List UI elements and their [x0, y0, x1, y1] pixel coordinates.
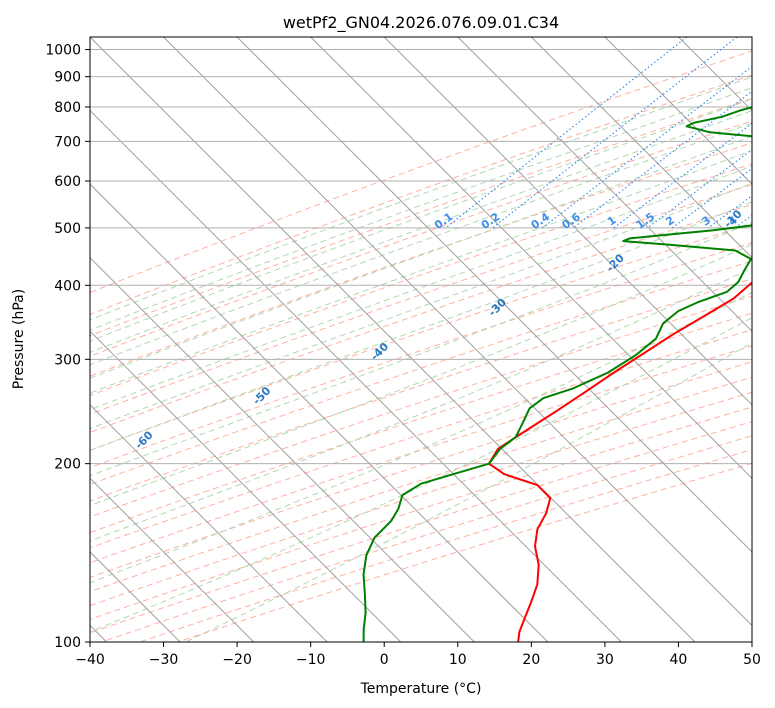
chart-title: wetPf2_GN04.2026.076.09.01.C34 — [283, 13, 559, 33]
dry-adiabat — [90, 163, 752, 397]
isotherm — [90, 477, 255, 642]
isotherm — [604, 37, 752, 185]
mixing-ratio-line — [542, 65, 752, 229]
x-tick-label: −30 — [149, 652, 179, 668]
y-tick-label: 300 — [54, 352, 81, 368]
dry-adiabat — [90, 295, 752, 518]
isotherm — [90, 109, 622, 642]
isotherm — [383, 37, 752, 406]
isotherm — [236, 37, 752, 553]
dry-adiabat — [90, 120, 752, 357]
y-tick-label: 200 — [54, 457, 81, 473]
isotherm — [90, 404, 328, 642]
isotherm — [163, 37, 752, 627]
isotherm — [457, 37, 752, 332]
mixing-ratio-line — [445, 37, 688, 229]
dry-adiabat — [90, 260, 752, 486]
moist-adiabat — [90, 87, 752, 331]
moist-adiabat — [90, 221, 752, 477]
moist-adiabat — [90, 98, 752, 342]
y-tick-label: 800 — [54, 100, 81, 116]
isotherm — [90, 37, 696, 642]
x-tick-label: −40 — [75, 652, 105, 668]
y-tick-label: 400 — [54, 278, 81, 294]
moist-adiabat — [90, 149, 752, 394]
isotherm — [90, 183, 549, 642]
dry-adiabat — [90, 376, 752, 593]
moist-adiabat — [90, 165, 752, 411]
x-tick-label: 0 — [380, 652, 389, 668]
plot-frame — [89, 36, 753, 643]
x-tick-label: 30 — [596, 652, 614, 668]
y-tick-label: 700 — [54, 134, 81, 150]
mixing-ratio-line — [492, 37, 738, 229]
moist-adiabat — [90, 110, 752, 354]
x-tick-label: 20 — [522, 652, 540, 668]
moist-adiabat — [90, 76, 752, 321]
mixing-ratio-line — [613, 122, 752, 229]
temperature-line — [488, 281, 752, 642]
moist-adiabat — [90, 201, 752, 451]
isotherm — [310, 37, 752, 480]
dry-adiabat — [90, 312, 752, 534]
y-tick-label: 600 — [54, 174, 81, 190]
x-tick-label: 10 — [449, 652, 467, 668]
moist-adiabat — [185, 342, 752, 642]
x-axis-title: Temperature (°C) — [360, 681, 482, 697]
x-tick-label: 50 — [743, 652, 761, 668]
y-tick-label: 1000 — [45, 43, 81, 59]
x-tick-label: −10 — [296, 652, 326, 668]
dry-adiabat — [90, 203, 752, 434]
y-tick-label: 900 — [54, 70, 81, 86]
y-tick-label: 100 — [54, 635, 81, 651]
dry-adiabat — [90, 345, 752, 564]
isotherm — [90, 330, 402, 642]
dry-adiabat — [90, 97, 752, 337]
x-tick-label: 40 — [670, 652, 688, 668]
moist-adiabat — [90, 182, 752, 430]
y-axis-title: Pressure (hPa) — [11, 289, 27, 389]
x-tick-label: −20 — [222, 652, 252, 668]
dewpoint-line — [362, 106, 752, 642]
y-tick-label: 500 — [54, 221, 81, 237]
isotherm — [530, 37, 752, 259]
dry-adiabat — [90, 391, 752, 607]
